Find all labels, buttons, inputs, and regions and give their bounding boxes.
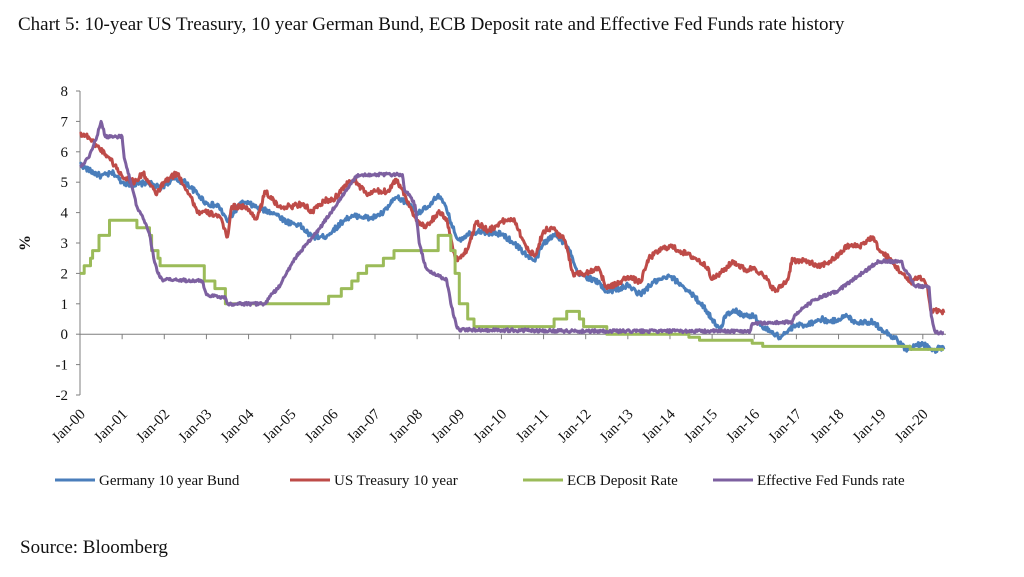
y-tick-label: -1 bbox=[56, 358, 69, 374]
x-tick-label: Jan-20 bbox=[892, 407, 932, 447]
series-line-effective-fed-funds-rate bbox=[79, 119, 945, 336]
legend-label-us-treasury-10-year: US Treasury 10 year bbox=[334, 473, 458, 489]
series-line-ecb-deposit-rate bbox=[80, 218, 944, 351]
x-tick-label: Jan-16 bbox=[723, 406, 763, 446]
x-tick-label: Jan-08 bbox=[386, 407, 426, 447]
chart-axes bbox=[76, 90, 946, 396]
x-tick-label: Jan-05 bbox=[260, 407, 300, 447]
y-tick-label: 8 bbox=[61, 84, 69, 100]
x-tick-label: Jan-19 bbox=[850, 407, 890, 447]
y-tick-label: 4 bbox=[61, 206, 69, 222]
legend-label-effective-fed-funds-rate: Effective Fed Funds rate bbox=[757, 473, 905, 489]
x-tick-label: Jan-00 bbox=[49, 407, 89, 447]
y-tick-label: 1 bbox=[61, 297, 69, 313]
x-tick-label: Jan-04 bbox=[218, 406, 258, 446]
legend-label-germany-10-year-bund: Germany 10 year Bund bbox=[99, 473, 240, 489]
x-tick-label: Jan-14 bbox=[639, 406, 679, 446]
x-tick-label: Jan-01 bbox=[91, 407, 131, 447]
y-tick-label: 7 bbox=[61, 114, 69, 130]
x-tick-label: Jan-06 bbox=[302, 406, 342, 446]
y-tick-label: 2 bbox=[61, 266, 69, 282]
chart-source: Source: Bloomberg bbox=[20, 537, 168, 558]
chart-legend: Germany 10 year Bund US Treasury 10 year E… bbox=[55, 473, 905, 489]
x-tick-label: Jan-13 bbox=[597, 407, 637, 447]
y-tick-label: 5 bbox=[61, 175, 69, 191]
y-tick-label: 3 bbox=[61, 236, 69, 252]
y-tick-label: -2 bbox=[56, 388, 69, 404]
x-tick-label: Jan-12 bbox=[555, 407, 595, 447]
x-tick-label: Jan-02 bbox=[134, 407, 174, 447]
x-tick-label: Jan-07 bbox=[344, 406, 384, 446]
y-axis-tick-labels: -2 -1 0 1 2 3 4 5 6 7 8% bbox=[17, 84, 69, 404]
y-axis-label: % bbox=[17, 235, 34, 251]
x-tick-label: Jan-09 bbox=[429, 407, 469, 447]
chart-title: Chart 5: 10-year US Treasury, 10 year Ge… bbox=[18, 14, 845, 35]
y-tick-label: 6 bbox=[61, 145, 69, 161]
y-tick-label: 0 bbox=[61, 327, 69, 343]
x-tick-label: Jan-11 bbox=[513, 407, 552, 446]
series-lines bbox=[78, 119, 946, 354]
series-line-us-treasury-10-year bbox=[79, 131, 946, 316]
x-axis-tick-labels: Jan-00 Jan-01 Jan-02 Jan-03 Jan-04 Jan-05 Jan-… bbox=[49, 406, 931, 446]
x-tick-label: Jan-15 bbox=[681, 407, 721, 447]
x-tick-label: Jan-10 bbox=[471, 407, 511, 447]
series-line-germany-10-year-bund bbox=[78, 161, 946, 354]
legend-label-ecb-deposit-rate: ECB Deposit Rate bbox=[567, 473, 678, 489]
x-tick-label: Jan-03 bbox=[176, 407, 216, 447]
x-tick-label: Jan-18 bbox=[808, 407, 848, 447]
x-tick-label: Jan-17 bbox=[766, 406, 806, 446]
